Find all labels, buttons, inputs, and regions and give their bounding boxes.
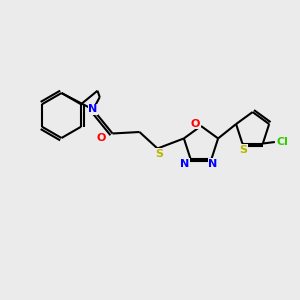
- Text: Cl: Cl: [276, 137, 288, 147]
- Text: O: O: [191, 118, 200, 129]
- Text: O: O: [96, 133, 106, 143]
- Text: N: N: [208, 159, 218, 169]
- Text: S: S: [239, 145, 247, 154]
- Text: N: N: [180, 159, 190, 169]
- Text: S: S: [155, 149, 163, 159]
- Text: N: N: [88, 104, 98, 115]
